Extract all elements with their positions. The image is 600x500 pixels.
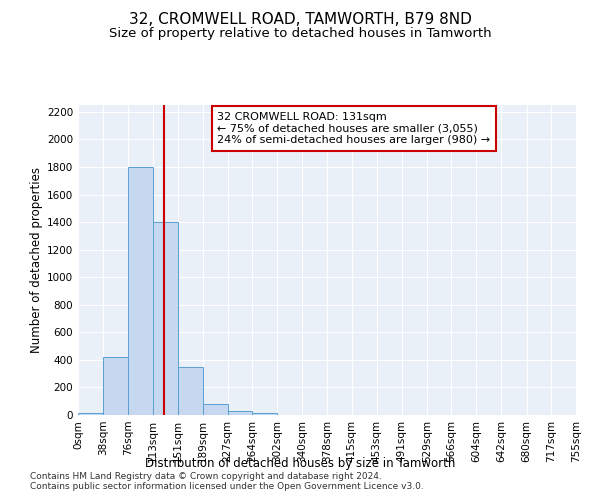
Bar bbox=[228, 411, 252, 415]
Bar bbox=[103, 357, 128, 415]
Bar bbox=[178, 367, 203, 415]
Bar bbox=[128, 167, 152, 415]
Text: Contains HM Land Registry data © Crown copyright and database right 2024.: Contains HM Land Registry data © Crown c… bbox=[30, 472, 382, 481]
Y-axis label: Number of detached properties: Number of detached properties bbox=[30, 167, 43, 353]
Bar bbox=[78, 413, 103, 415]
Text: Size of property relative to detached houses in Tamworth: Size of property relative to detached ho… bbox=[109, 28, 491, 40]
Bar bbox=[152, 222, 178, 415]
Text: 32, CROMWELL ROAD, TAMWORTH, B79 8ND: 32, CROMWELL ROAD, TAMWORTH, B79 8ND bbox=[128, 12, 472, 28]
Text: Distribution of detached houses by size in Tamworth: Distribution of detached houses by size … bbox=[145, 458, 455, 470]
Text: 32 CROMWELL ROAD: 131sqm
← 75% of detached houses are smaller (3,055)
24% of sem: 32 CROMWELL ROAD: 131sqm ← 75% of detach… bbox=[217, 112, 490, 145]
Bar bbox=[203, 404, 228, 415]
Text: Contains public sector information licensed under the Open Government Licence v3: Contains public sector information licen… bbox=[30, 482, 424, 491]
Bar bbox=[252, 412, 277, 415]
